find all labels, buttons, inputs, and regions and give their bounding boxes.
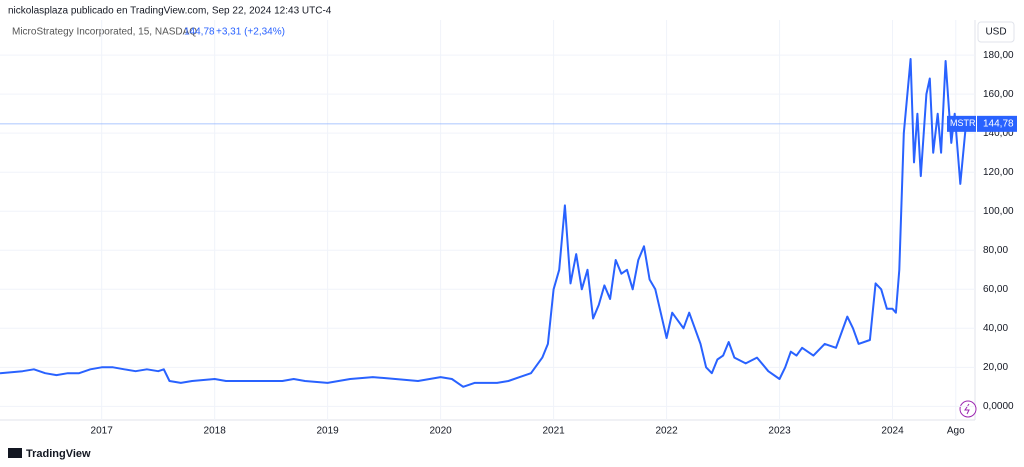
x-tick-label: 2017 — [91, 426, 114, 437]
y-tick-label: 140,00 — [983, 128, 1014, 139]
x-tick-label: 2024 — [881, 426, 904, 437]
alert-bolt — [964, 403, 970, 415]
currency-box[interactable] — [977, 21, 1015, 43]
y-tick-label: 0,0000 — [983, 401, 1014, 412]
publisher: nickolasplaza publicado en TradingView.c… — [8, 6, 332, 17]
x-tick-label: Ago — [947, 426, 965, 437]
x-tick-label: 2021 — [542, 426, 565, 437]
x-tick-label: 2019 — [317, 426, 340, 437]
price-line — [0, 58, 967, 388]
y-tick-label: 80,00 — [983, 245, 1008, 256]
y-tick-label: 180,00 — [983, 50, 1014, 61]
currency[interactable]: USD — [985, 27, 1006, 38]
y-tick-label: 100,00 — [983, 206, 1014, 217]
last-price: 144,78 — [184, 27, 215, 38]
brand-logo — [8, 448, 22, 458]
y-tick-label: 60,00 — [983, 284, 1008, 295]
alert-icon[interactable] — [959, 400, 977, 418]
price-label: 144,78 — [983, 118, 1014, 129]
instrument: MicroStrategy Incorporated, 15, NASDAQ — [12, 27, 197, 38]
x-tick-label: 2018 — [204, 426, 227, 437]
y-tick-label: 160,00 — [983, 89, 1014, 100]
price-change: +3,31 (+2,34%) — [216, 27, 285, 38]
x-tick-label: 2023 — [768, 426, 791, 437]
y-tick-label: 120,00 — [983, 167, 1014, 178]
x-tick-label: 2022 — [655, 426, 678, 437]
brand: TradingView — [26, 448, 91, 460]
y-tick-label: 20,00 — [983, 362, 1008, 373]
symbol: MSTR — [950, 118, 976, 128]
symbol-badge — [947, 115, 976, 132]
y-tick-label: 40,00 — [983, 323, 1008, 334]
x-tick-label: 2020 — [429, 426, 452, 437]
price-badge — [977, 115, 1017, 132]
